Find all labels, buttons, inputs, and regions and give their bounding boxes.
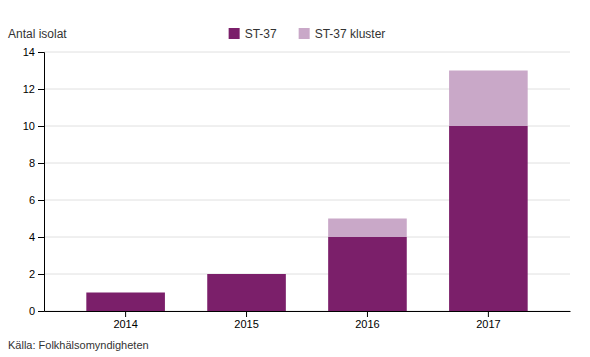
x-tick-mark (125, 311, 126, 317)
x-axis-line (45, 311, 571, 312)
legend-swatch (229, 28, 240, 39)
bar (86, 293, 165, 312)
y-tick-label: 10 (23, 120, 35, 132)
y-tick-label: 12 (23, 83, 35, 95)
legend-label: ST-37 (245, 27, 277, 41)
y-axis-line (38, 53, 45, 312)
bar (207, 274, 286, 311)
series (328, 71, 528, 238)
bar (328, 219, 407, 238)
y-tick: 14 (23, 46, 44, 58)
grid-line (44, 52, 570, 53)
y-tick-mark (38, 163, 44, 164)
x-tick: 2015 (234, 311, 258, 330)
plot: 0 2 4 6 8 10 12 14 2014 2015 2016 2017 (23, 46, 571, 330)
legend-item: ST-37 (229, 27, 277, 41)
y-tick-label: 4 (29, 231, 35, 243)
y-tick-mark (38, 274, 44, 275)
x-tick: 2016 (355, 311, 379, 330)
grid (44, 52, 570, 311)
y-tick-mark (38, 237, 44, 238)
y-axis-title: Antal isolat (8, 27, 67, 41)
bar (207, 274, 286, 275)
x-tick-mark (246, 311, 247, 317)
series (86, 126, 527, 311)
y-tick: 2 (29, 268, 44, 280)
y-tick-label: 6 (29, 194, 35, 206)
x-tick-label: 2014 (113, 318, 137, 330)
x-tick-mark (488, 311, 489, 317)
bar (449, 71, 528, 127)
y-tick-mark (38, 52, 44, 53)
y-tick-mark (38, 89, 44, 90)
x-tick-label: 2017 (476, 318, 500, 330)
y-tick: 12 (23, 83, 44, 95)
chart: 0 2 4 6 8 10 12 14 2014 2015 2016 2017 Antal isolat S… (0, 0, 590, 357)
source-note: Källa: Folkhälsomyndigheten (8, 339, 149, 351)
y-tick-mark (38, 126, 44, 127)
y-tick-mark (38, 311, 44, 312)
y-tick: 8 (29, 157, 44, 169)
x-tick-label: 2015 (234, 318, 258, 330)
bar (86, 292, 165, 293)
y-tick: 4 (29, 231, 44, 243)
y-tick-mark (38, 200, 44, 201)
bars (86, 71, 527, 312)
bar (449, 126, 528, 311)
y-tick-label: 0 (29, 305, 35, 317)
x-axis: 2014 2015 2016 2017 (45, 311, 571, 330)
y-tick-label: 14 (23, 46, 35, 58)
y-tick: 6 (29, 194, 44, 206)
x-tick: 2014 (113, 311, 137, 330)
y-tick: 10 (23, 120, 44, 132)
y-axis: 0 2 4 6 8 10 12 14 (23, 46, 45, 317)
legend-swatch (299, 28, 310, 39)
y-tick-label: 8 (29, 157, 35, 169)
x-tick-mark (367, 311, 368, 317)
y-tick: 0 (29, 305, 44, 317)
bar (328, 237, 407, 311)
legend: ST-37 ST-37 kluster (229, 27, 386, 41)
x-tick-label: 2016 (355, 318, 379, 330)
legend-item: ST-37 kluster (299, 27, 386, 41)
x-tick: 2017 (476, 311, 500, 330)
legend-label: ST-37 kluster (315, 27, 386, 41)
y-tick-label: 2 (29, 268, 35, 280)
